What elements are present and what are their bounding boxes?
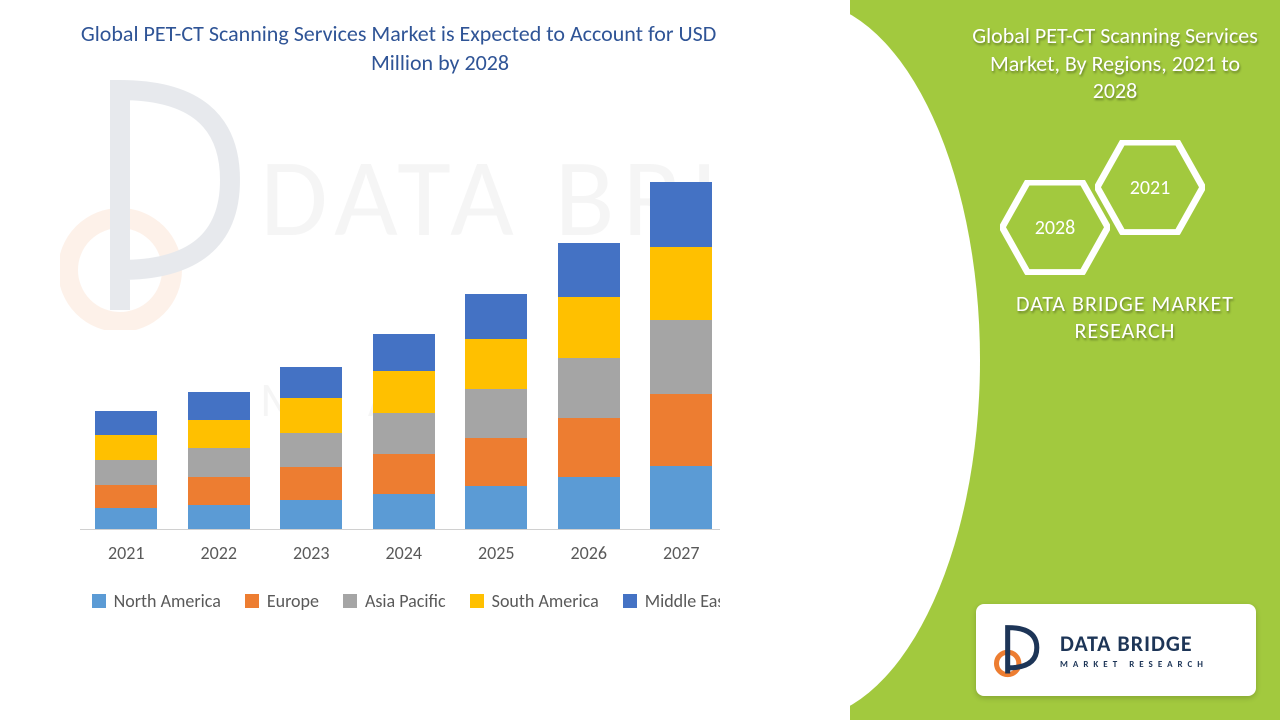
xlabel-2024: 2024 bbox=[372, 542, 436, 570]
seg-2026-north-america bbox=[558, 477, 620, 529]
seg-2021-north-america bbox=[95, 508, 157, 529]
seg-2027-europe bbox=[650, 394, 712, 466]
seg-2021-middle-east-and-africa bbox=[95, 411, 157, 436]
seg-2025-south-america bbox=[465, 339, 527, 389]
legend-item-north-america: North America bbox=[92, 590, 221, 612]
seg-2026-middle-east-and-africa bbox=[558, 243, 620, 297]
xlabel-2025: 2025 bbox=[464, 542, 528, 570]
legend-item-asia-pacific: Asia Pacific bbox=[343, 590, 446, 612]
xlabel-2026: 2026 bbox=[557, 542, 621, 570]
right-panel-subtitle: Global PET-CT Scanning Services Market, … bbox=[970, 22, 1260, 105]
xlabel-2027: 2027 bbox=[649, 542, 713, 570]
hex-badges: 2028 2021 bbox=[1000, 140, 1240, 300]
bar-2024 bbox=[372, 334, 436, 529]
chart-area: 20212022202320242025202620272028 bbox=[80, 110, 820, 570]
seg-2025-north-america bbox=[465, 486, 527, 529]
hex-2021-label: 2021 bbox=[1130, 176, 1171, 200]
seg-2025-middle-east-and-africa bbox=[465, 294, 527, 339]
seg-2024-asia-pacific bbox=[373, 413, 435, 454]
seg-2021-asia-pacific bbox=[95, 460, 157, 485]
seg-2023-asia-pacific bbox=[280, 433, 342, 467]
logo-box: DATA BRIDGE MARKET RESEARCH bbox=[976, 604, 1256, 696]
seg-2023-middle-east-and-africa bbox=[280, 367, 342, 399]
bar-2023 bbox=[279, 367, 343, 529]
seg-2024-middle-east-and-africa bbox=[373, 334, 435, 372]
logo-mark-icon bbox=[992, 622, 1048, 678]
hex-2028: 2028 bbox=[1000, 180, 1110, 276]
seg-2022-south-america bbox=[188, 420, 250, 449]
bar-2022 bbox=[187, 392, 251, 529]
right-panel-curve bbox=[720, 0, 980, 720]
seg-2027-asia-pacific bbox=[650, 320, 712, 394]
legend-label: South America bbox=[492, 590, 599, 612]
hex-2028-label: 2028 bbox=[1035, 216, 1076, 240]
chart-legend: North America Europe Asia Pacific South Ame… bbox=[80, 590, 820, 612]
seg-2024-south-america bbox=[373, 371, 435, 412]
hex-2021: 2021 bbox=[1095, 140, 1205, 236]
seg-2026-asia-pacific bbox=[558, 358, 620, 419]
seg-2027-north-america bbox=[650, 466, 712, 529]
infographic-page: DATA BRIDGE M A R K E T R E S E A R C H … bbox=[0, 0, 1280, 720]
legend-item-south-america: South America bbox=[470, 590, 599, 612]
seg-2021-south-america bbox=[95, 435, 157, 460]
logo-text-sub: MARKET RESEARCH bbox=[1060, 659, 1208, 670]
logo-text: DATA BRIDGE MARKET RESEARCH bbox=[1060, 630, 1208, 670]
seg-2022-north-america bbox=[188, 505, 250, 529]
chart-xaxis-labels: 20212022202320242025202620272028 bbox=[80, 534, 820, 570]
seg-2022-middle-east-and-africa bbox=[188, 392, 250, 420]
seg-2026-europe bbox=[558, 418, 620, 477]
legend-swatch bbox=[470, 594, 484, 608]
seg-2026-south-america bbox=[558, 297, 620, 358]
seg-2022-asia-pacific bbox=[188, 448, 250, 477]
legend-swatch bbox=[245, 594, 259, 608]
bar-2026 bbox=[557, 243, 621, 529]
seg-2022-europe bbox=[188, 477, 250, 505]
seg-2023-north-america bbox=[280, 500, 342, 529]
seg-2024-north-america bbox=[373, 494, 435, 529]
legend-label: Asia Pacific bbox=[365, 590, 446, 612]
legend-swatch bbox=[623, 594, 637, 608]
xlabel-2022: 2022 bbox=[187, 542, 251, 570]
logo-text-main: DATA BRIDGE bbox=[1060, 630, 1208, 657]
seg-2023-europe bbox=[280, 467, 342, 500]
legend-item-europe: Europe bbox=[245, 590, 319, 612]
seg-2027-south-america bbox=[650, 247, 712, 321]
legend-swatch bbox=[343, 594, 357, 608]
seg-2024-europe bbox=[373, 454, 435, 494]
chart-bars bbox=[80, 110, 820, 530]
xlabel-2023: 2023 bbox=[279, 542, 343, 570]
legend-label: Europe bbox=[267, 590, 319, 612]
seg-2025-asia-pacific bbox=[465, 389, 527, 439]
bar-2021 bbox=[94, 411, 158, 529]
xlabel-2021: 2021 bbox=[94, 542, 158, 570]
seg-2023-south-america bbox=[280, 398, 342, 432]
chart-title: Global PET-CT Scanning Services Market i… bbox=[60, 20, 820, 77]
legend-swatch bbox=[92, 594, 106, 608]
brand-label: DATA BRIDGE MARKET RESEARCH bbox=[1000, 290, 1250, 344]
bar-2025 bbox=[464, 294, 528, 529]
right-panel: Global PET-CT Scanning Services Market, … bbox=[850, 0, 1280, 720]
seg-2021-europe bbox=[95, 485, 157, 508]
seg-2027-middle-east-and-africa bbox=[650, 182, 712, 247]
bar-2027 bbox=[649, 182, 713, 529]
seg-2025-europe bbox=[465, 438, 527, 486]
legend-label: North America bbox=[114, 590, 221, 612]
